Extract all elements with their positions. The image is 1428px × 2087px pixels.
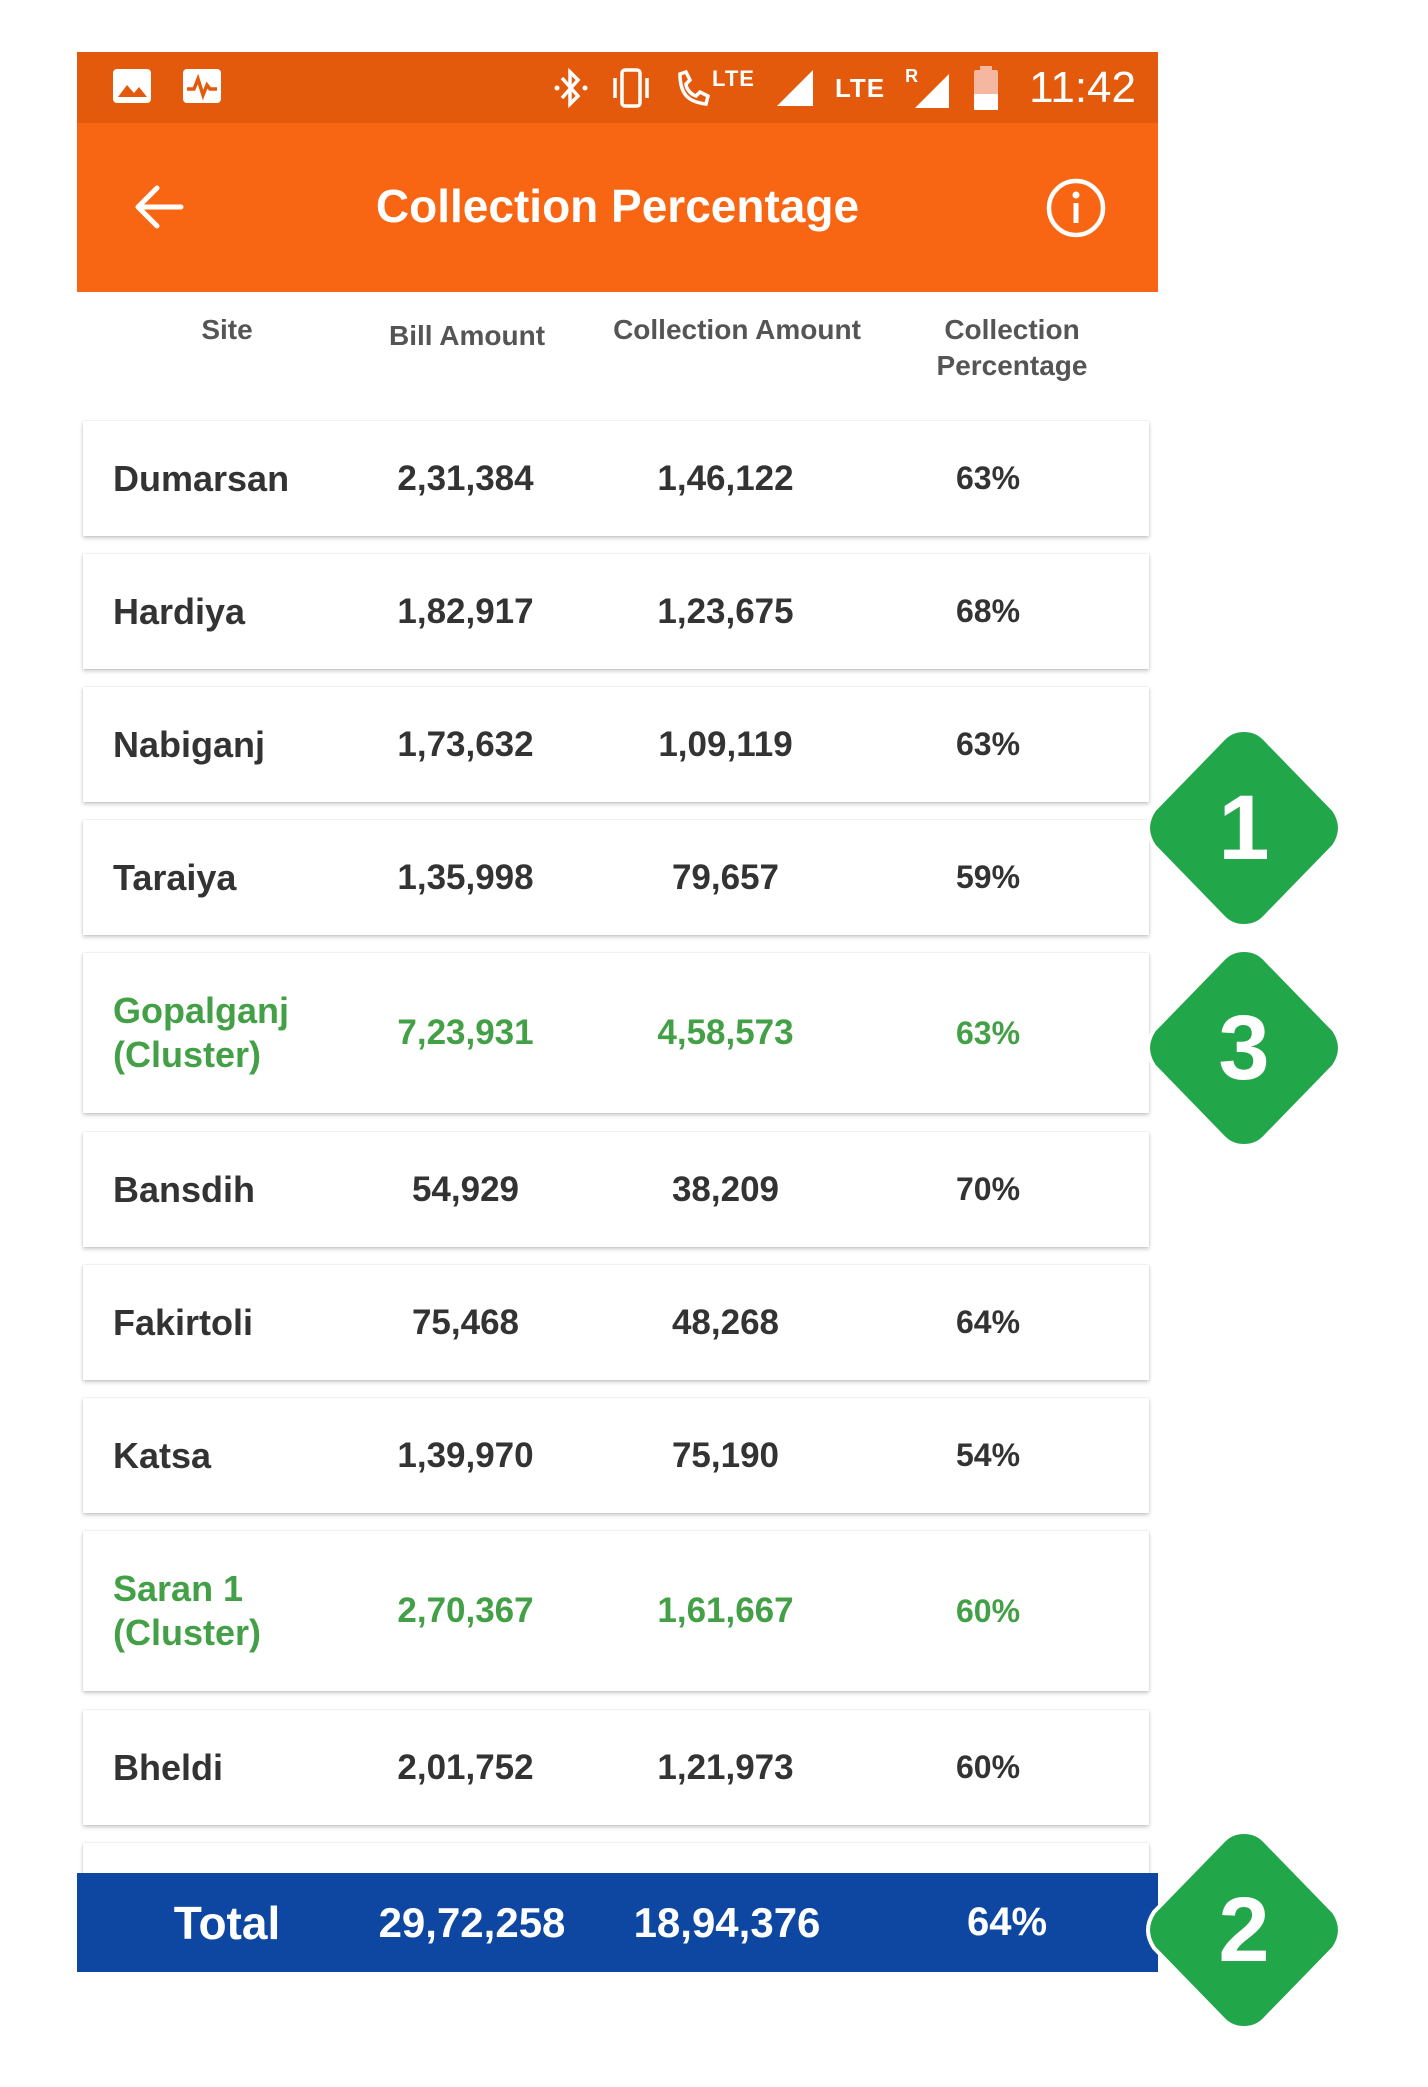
collection-percentage: 70% xyxy=(955,1171,1021,1207)
clock-time: 11:42 xyxy=(1029,63,1136,112)
app-bar: Collection Percentage xyxy=(77,123,1158,292)
header-percentage-line1: Collection xyxy=(944,314,1080,345)
table-row[interactable]: Katsa 1,39,970 75,190 54% xyxy=(83,1398,1149,1513)
lte-label: LTE xyxy=(834,72,886,103)
bill-amount: 1,35,998 xyxy=(397,857,534,897)
status-right-icons: LTE LTE R 11:42 xyxy=(554,60,1136,116)
callout-diamond-shape xyxy=(1146,947,1342,1149)
site-name: Fakirtoli xyxy=(113,1301,254,1343)
table-row[interactable]: Taraiya 1,35,998 79,657 59% xyxy=(83,820,1149,935)
site-name: Bansdih xyxy=(113,1168,256,1210)
header-bill-amount: Bill Amount xyxy=(388,320,546,351)
status-left-icons xyxy=(111,65,223,107)
callout-badge-1: 1 xyxy=(1134,718,1354,938)
collection-percentage: 60% xyxy=(955,1749,1021,1785)
site-name: Taraiya xyxy=(113,856,237,898)
total-bill-amount: 29,72,258 xyxy=(378,1898,566,1946)
activity-notification-icon xyxy=(183,69,221,103)
table-row-cluster[interactable]: Saran 1 (Cluster) 2,70,367 1,61,667 60% xyxy=(83,1531,1149,1691)
callout-number: 2 xyxy=(1218,1878,1270,1981)
header-collection-percentage: Collection Percentage xyxy=(917,312,1107,384)
battery-icon xyxy=(974,66,999,110)
callout-diamond-shape xyxy=(1146,727,1342,929)
collection-amount: 38,209 xyxy=(671,1169,780,1209)
callout-number: 1 xyxy=(1218,776,1270,879)
volte-call-indicator: LTE xyxy=(674,66,755,110)
site-name: Saran 1 (Cluster) xyxy=(113,1568,262,1653)
status-bar: LTE LTE R 11:42 xyxy=(77,52,1158,123)
collection-amount: 1,09,119 xyxy=(658,724,793,764)
total-collection-amount: 18,94,376 xyxy=(633,1898,821,1946)
bill-amount: 1,82,917 xyxy=(397,591,534,631)
bill-amount: 2,31,384 xyxy=(397,458,534,498)
table-row[interactable]: Fakirtoli 75,468 48,268 64% xyxy=(83,1265,1149,1380)
table-header: Site Bill Amount Collection Amount Colle… xyxy=(77,292,1158,412)
phone-call-icon xyxy=(678,69,711,106)
collection-amount: 4,58,573 xyxy=(657,1013,794,1052)
header-collection-amount: Collection Amount xyxy=(613,314,861,345)
table-row[interactable]: Hardiya 1,82,917 1,23,675 68% xyxy=(83,554,1149,669)
roaming-signal-icon xyxy=(915,74,950,108)
bill-amount: 7,23,931 xyxy=(397,1013,534,1052)
collection-percentage: 63% xyxy=(955,1014,1021,1051)
roaming-signal-indicator: R xyxy=(905,66,951,110)
page-title: Collection Percentage xyxy=(375,180,860,232)
back-arrow-icon[interactable] xyxy=(131,179,187,235)
vibrate-icon xyxy=(613,68,649,108)
total-collection-percentage: 64% xyxy=(966,1900,1048,1944)
roaming-label: R xyxy=(905,66,919,86)
collection-amount: 75,190 xyxy=(671,1435,780,1475)
site-name: Dumarsan xyxy=(113,457,290,499)
header-site: Site xyxy=(201,314,253,345)
table-row[interactable]: Bheldi 2,01,752 1,21,973 60% xyxy=(83,1710,1149,1825)
collection-percentage: 63% xyxy=(955,726,1021,762)
site-name: Hardiya xyxy=(113,590,246,632)
table-row[interactable]: Bansdih 54,929 38,209 70% xyxy=(83,1132,1149,1247)
collection-amount: 1,61,667 xyxy=(657,1591,794,1630)
table-row[interactable]: Dumarsan 2,31,384 1,46,122 63% xyxy=(83,421,1149,536)
bill-amount: 54,929 xyxy=(411,1169,520,1209)
site-name: Katsa xyxy=(113,1434,212,1476)
collection-amount: 1,21,973 xyxy=(657,1747,794,1787)
bill-amount: 1,39,970 xyxy=(397,1435,534,1475)
bill-amount: 1,73,632 xyxy=(397,724,534,764)
collection-amount: 1,23,675 xyxy=(657,591,794,631)
callout-badge-2: 2 xyxy=(1134,1820,1354,2040)
bill-amount: 2,01,752 xyxy=(397,1747,534,1787)
collection-percentage: 54% xyxy=(955,1437,1021,1473)
collection-percentage: 68% xyxy=(955,593,1021,629)
collection-amount: 1,46,122 xyxy=(657,458,794,498)
header-percentage-line2: Percentage xyxy=(936,350,1088,381)
table-row[interactable]: Nabiganj 1,73,632 1,09,119 63% xyxy=(83,687,1149,802)
bill-amount: 75,468 xyxy=(411,1302,520,1342)
collection-amount: 48,268 xyxy=(671,1302,780,1342)
callout-badge-3: 3 xyxy=(1134,938,1354,1158)
image-notification-icon xyxy=(113,69,151,103)
collection-percentage: 64% xyxy=(955,1304,1021,1340)
collection-amount: 79,657 xyxy=(671,857,780,897)
site-name: Gopalganj (Cluster) xyxy=(113,990,290,1075)
collection-percentage: 60% xyxy=(955,1592,1021,1629)
signal-strength-icon xyxy=(776,70,813,106)
collection-percentage: 59% xyxy=(955,859,1021,895)
volte-label: LTE xyxy=(712,66,755,91)
bluetooth-icon xyxy=(554,67,588,109)
callout-diamond-shape xyxy=(1146,1829,1342,2031)
callout-number: 3 xyxy=(1218,996,1270,1099)
bill-amount: 2,70,367 xyxy=(397,1591,534,1630)
site-name: Nabiganj xyxy=(113,723,266,765)
phone-screen: LTE LTE R 11:42 Collection Per xyxy=(77,52,1158,1975)
site-name: Bheldi xyxy=(113,1746,224,1788)
total-label: Total xyxy=(173,1896,281,1949)
info-icon[interactable] xyxy=(1045,177,1107,239)
total-summary-bar: Total 29,72,258 18,94,376 64% xyxy=(77,1873,1158,1972)
table-row-cluster[interactable]: Gopalganj (Cluster) 7,23,931 4,58,573 63… xyxy=(83,953,1149,1113)
collection-percentage: 63% xyxy=(955,460,1021,496)
